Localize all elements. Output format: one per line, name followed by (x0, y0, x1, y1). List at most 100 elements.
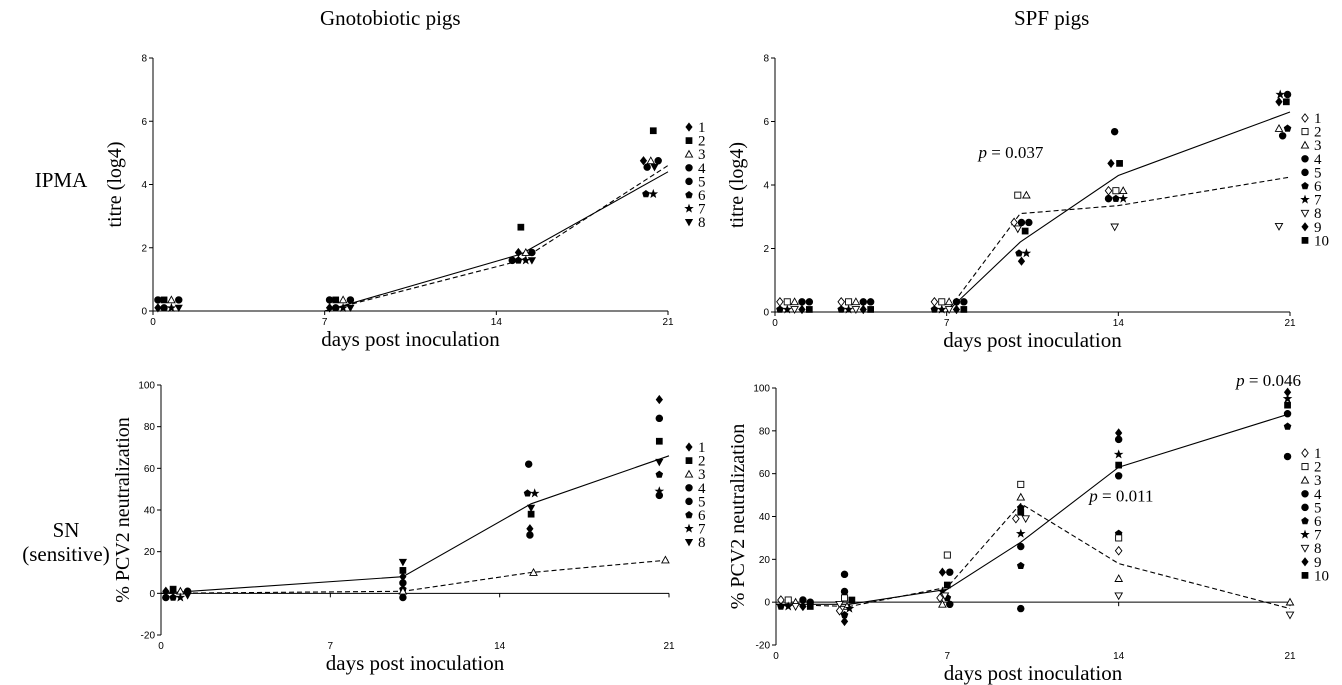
spf-sn-y-tick-label: 100 (753, 384, 770, 395)
spf-ipma-x-tick-label: 14 (1113, 318, 1125, 329)
spf-sn-legend-label: 9 (1314, 555, 1322, 571)
gnoto-ipma-data-point (167, 295, 176, 304)
spf-sn-data-point (1285, 597, 1295, 606)
row-label-sn: SN (sensitive) (6, 518, 126, 566)
gnoto-ipma-legend-marker (684, 203, 694, 213)
column-title-spf: SPF pigs (1014, 6, 1090, 30)
spf-sn-legend-label: 4 (1314, 487, 1322, 503)
spf-ipma-legend-marker (1301, 128, 1309, 136)
spf-ipma-legend-label: 4 (1314, 152, 1322, 168)
spf-sn-data-point (1114, 545, 1123, 556)
spf-sn-legend-marker (1301, 517, 1309, 525)
spf-sn-x-tick-label: 14 (1113, 651, 1125, 662)
spf-ipma-data-point (837, 296, 846, 307)
spf-sn-data-point (946, 568, 954, 576)
spf-sn-data-point (777, 602, 785, 610)
spf-sn-data-point (940, 592, 950, 601)
gnoto-ipma-legend-marker (684, 149, 694, 158)
gnoto-ipma-legend-marker (685, 191, 693, 199)
gnoto-sn-x-tick-label: 7 (328, 641, 334, 652)
spf-ipma-p-value-annotation: p = 0.037 (978, 143, 1044, 162)
gnoto-ipma-data-point (517, 223, 525, 231)
spf-sn-data-point (938, 567, 947, 577)
spf-sn-data-point (783, 601, 794, 611)
spf-sn-legend-marker (1301, 503, 1309, 512)
gnoto-sn-data-point (655, 414, 664, 423)
spf-sn-data-point (1283, 422, 1292, 430)
spf-ipma-data-point (845, 298, 853, 306)
spf-ipma-data-point (1116, 160, 1123, 167)
spf-sn-data-point (835, 600, 844, 609)
gnoto-sn-y-tick-label: 60 (144, 464, 156, 475)
gnoto-sn-legend-label: 4 (698, 481, 706, 497)
spf-sn-legend-label: 2 (1314, 460, 1322, 476)
spf-ipma-data-point (782, 304, 793, 314)
gnoto-ipma-data-point (332, 296, 340, 304)
spf-sn-data-point (840, 587, 849, 596)
gnoto-sn-legend-label: 8 (698, 535, 706, 551)
gnoto-ipma-data-point (642, 190, 650, 198)
spf-sn-data-point (943, 581, 951, 589)
spf-sn-data-point (1017, 508, 1025, 516)
gnoto-sn-data-point (526, 504, 536, 513)
gnoto-sn-legend-label: 6 (698, 508, 706, 524)
spf-ipma-data-point (867, 306, 875, 313)
gnoto-ipma-legend-marker (685, 164, 693, 172)
gnoto-ipma-data-point (160, 296, 168, 304)
gnoto-ipma-solid-series-line (153, 171, 669, 312)
gnoto-ipma-data-point (346, 304, 355, 313)
spf-ipma-legend-label: 8 (1314, 206, 1322, 222)
gnoto-sn-legend-label: 2 (698, 454, 706, 470)
spf-ipma-data-point (1112, 187, 1120, 195)
spf-ipma-data-point (1283, 124, 1292, 132)
spf-sn-data-point (1012, 513, 1020, 524)
spf-sn-x-tick-label: 21 (1284, 651, 1296, 662)
gnoto-sn-legend-marker (685, 484, 693, 492)
gnoto-ipma-legend-label: 6 (698, 188, 706, 204)
gnoto-ipma-data-point (325, 303, 334, 313)
spf-sn-data-point (946, 600, 954, 609)
spf-sn-legend-label: 7 (1314, 528, 1322, 544)
spf-ipma-solid-series-line (775, 111, 1291, 313)
spf-ipma-x-axis-label: days post inoculation (943, 328, 1122, 352)
spf-ipma-data-point (938, 298, 946, 306)
spf-ipma-data-point (1021, 227, 1029, 235)
gnoto-ipma-y-axis-label: titre (log4) (104, 141, 126, 227)
spf-ipma-legend-marker (1301, 237, 1309, 244)
gnoto-ipma-x-axis-label: days post inoculation (321, 327, 500, 351)
spf-sn-data-point (1285, 611, 1295, 620)
spf-ipma-legend-marker (1301, 155, 1309, 163)
gnoto-sn-legend-marker (684, 538, 694, 547)
spf-ipma-legend-marker (1300, 194, 1310, 204)
spf-sn-y-tick-label: 40 (759, 512, 771, 523)
gnoto-sn-y-tick-label: 100 (138, 381, 155, 392)
gnoto-ipma-data-point (346, 296, 355, 304)
gnoto-ipma-data-point (528, 248, 536, 257)
spf-ipma-data-point (1014, 191, 1022, 199)
column-title-gnotobiotic: Gnotobiotic pigs (320, 6, 461, 30)
spf-sn-legend-marker (1301, 572, 1309, 579)
spf-ipma-y-tick-label: 8 (763, 54, 769, 65)
spf-sn-legend-marker (1301, 448, 1309, 458)
spf-sn-data-point (1282, 393, 1293, 403)
gnoto-sn-legend-marker (685, 497, 693, 506)
gnoto-ipma-data-point (175, 296, 183, 304)
gnoto-ipma-data-point (338, 295, 348, 304)
gnoto-ipma-data-point (160, 304, 168, 312)
gnoto-sn-legend-marker (684, 523, 694, 533)
gnoto-ipma-data-point (154, 303, 162, 313)
spf-sn-data-point (1015, 528, 1026, 538)
spf-ipma-data-point (805, 306, 813, 313)
spf-sn-data-point (844, 603, 855, 613)
gnoto-ipma-data-point (514, 256, 523, 264)
spf-ipma-data-point (790, 297, 799, 306)
spf-ipma-x-tick-label: 21 (1284, 318, 1296, 329)
spf-sn-legend-label: 3 (1314, 473, 1322, 489)
gnoto-ipma-data-point (527, 257, 537, 265)
gnoto-ipma-data-point (331, 304, 340, 312)
spf-sn-data-point (1017, 480, 1025, 488)
spf-ipma-legend-marker (1301, 222, 1309, 232)
spf-ipma-legend-marker (1301, 113, 1309, 123)
spf-ipma-data-point (1274, 222, 1284, 231)
spf-sn-x-axis-label: days post inoculation (944, 661, 1123, 685)
